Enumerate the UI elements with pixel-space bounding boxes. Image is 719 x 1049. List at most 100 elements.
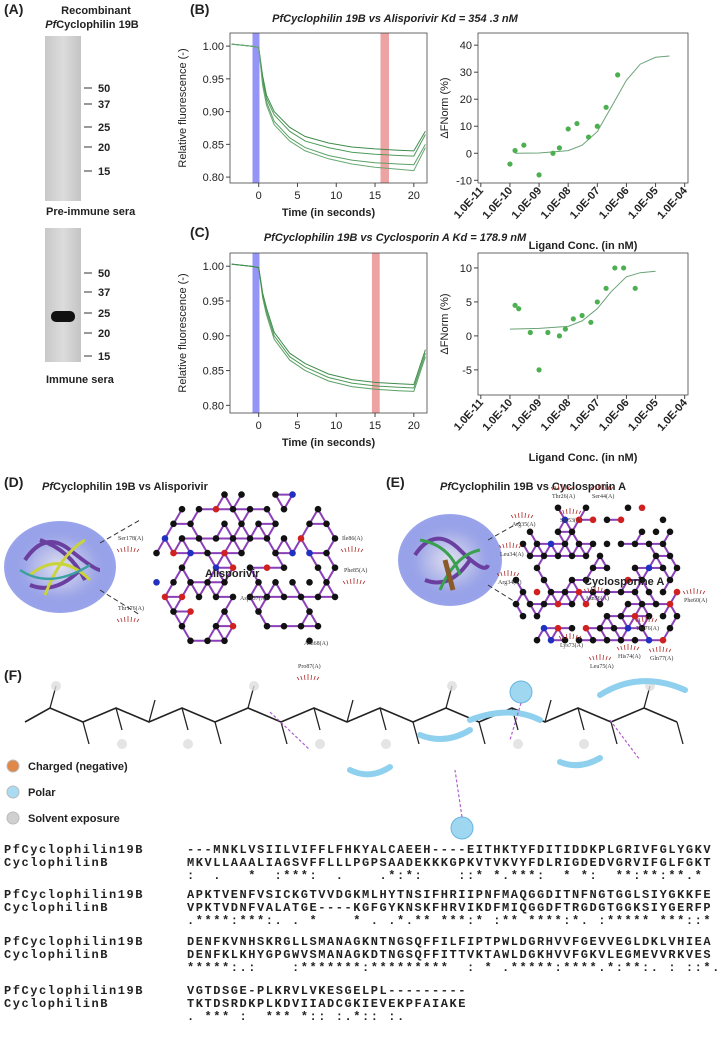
atom bbox=[280, 535, 288, 542]
contact-mark bbox=[570, 486, 574, 491]
contact-mark bbox=[530, 514, 534, 519]
contact-mark bbox=[648, 648, 652, 653]
contact-mark bbox=[636, 646, 640, 651]
x-tick-label: 1.0E-07 bbox=[568, 185, 603, 222]
conservation: : . * :***: . .*:*: ::* *.***: * *: **:*… bbox=[187, 869, 703, 883]
atom bbox=[617, 540, 625, 548]
atom bbox=[638, 600, 646, 608]
atom bbox=[280, 505, 288, 513]
atom bbox=[178, 593, 186, 601]
contact-mark bbox=[567, 485, 570, 491]
atom bbox=[561, 588, 569, 596]
atom bbox=[652, 528, 660, 536]
atom bbox=[187, 520, 194, 528]
panel-label: (A) bbox=[4, 1, 23, 17]
contact-mark bbox=[634, 618, 638, 623]
atom bbox=[603, 564, 611, 572]
atom bbox=[547, 540, 555, 548]
atom bbox=[617, 516, 625, 524]
y-tick-label: -5 bbox=[462, 365, 472, 377]
contact-mark bbox=[133, 547, 136, 553]
residue-label: Phe85(A) bbox=[344, 567, 367, 574]
atom bbox=[221, 637, 228, 645]
contact-mark bbox=[304, 674, 306, 681]
contact-mark bbox=[648, 616, 650, 623]
h-bond bbox=[269, 702, 641, 818]
contact-mark bbox=[359, 579, 362, 585]
contact-mark bbox=[642, 616, 644, 623]
atom bbox=[638, 576, 646, 584]
zoom-line bbox=[487, 521, 521, 541]
contact-mark bbox=[633, 645, 636, 651]
blot bbox=[45, 228, 81, 362]
atom bbox=[229, 535, 237, 542]
contact-mark bbox=[500, 571, 503, 577]
atom bbox=[638, 528, 646, 536]
contact-mark bbox=[316, 676, 320, 681]
contact-mark bbox=[342, 580, 346, 585]
highlight-band bbox=[371, 253, 380, 413]
x-tick-label: 5 bbox=[294, 420, 300, 432]
legend-swatch bbox=[6, 785, 20, 799]
atom bbox=[568, 624, 576, 632]
atom bbox=[540, 576, 548, 584]
polar-contour bbox=[417, 727, 473, 742]
atom bbox=[153, 579, 160, 586]
ligplot bbox=[153, 491, 339, 645]
atom bbox=[631, 612, 639, 620]
contact-mark bbox=[300, 675, 303, 681]
residue-label: His74(A) bbox=[618, 653, 641, 660]
contact-mark bbox=[665, 647, 668, 653]
x-tick-label: 1.0E-09 bbox=[510, 397, 545, 434]
contact-mark bbox=[518, 512, 520, 519]
atom bbox=[280, 593, 288, 601]
data-point bbox=[556, 145, 563, 151]
contact-mark bbox=[575, 509, 578, 515]
x-tick-label: 1.0E-08 bbox=[539, 397, 574, 434]
sequence-name: CyclophilinB bbox=[4, 948, 109, 962]
y-tick-label: 0.90 bbox=[203, 107, 224, 119]
atom bbox=[272, 520, 279, 528]
contact-mark bbox=[608, 656, 612, 661]
contact-mark bbox=[360, 548, 364, 553]
contact-mark bbox=[502, 543, 505, 549]
atom bbox=[204, 549, 211, 557]
atom bbox=[561, 540, 569, 548]
atom bbox=[289, 579, 296, 586]
residue-label: Ile86(A) bbox=[342, 535, 363, 542]
atom bbox=[554, 624, 562, 632]
atom bbox=[519, 540, 527, 548]
atom bbox=[540, 624, 548, 632]
marker-label: 37 bbox=[98, 99, 110, 111]
sequence: VPKTVDNFVALATGE----KGFGYKNSKFHRVIKDFMIQG… bbox=[187, 901, 712, 915]
highlight-band bbox=[252, 253, 260, 413]
polar-contour bbox=[347, 764, 393, 778]
contact-mark bbox=[620, 645, 623, 651]
y-tick-label: 10 bbox=[460, 121, 472, 133]
sequence: VGTDSGE-PLKRVLVKESGELPL--------- bbox=[187, 984, 467, 998]
atom bbox=[204, 637, 211, 645]
atom bbox=[610, 624, 618, 632]
prefix: Pf bbox=[45, 19, 57, 31]
atom bbox=[659, 636, 667, 644]
contact-mark bbox=[513, 571, 516, 577]
data-point bbox=[507, 161, 513, 167]
contact-mark bbox=[604, 484, 606, 491]
panel-label: (B) bbox=[190, 1, 209, 17]
atom bbox=[255, 579, 262, 586]
residue-label: Gln77(A) bbox=[650, 655, 673, 662]
atom bbox=[153, 549, 160, 557]
polar-contour bbox=[467, 709, 543, 723]
atom bbox=[306, 549, 313, 557]
plot-frame bbox=[229, 32, 428, 184]
atom bbox=[246, 535, 254, 542]
x-tick-label: 1.0E-07 bbox=[568, 397, 603, 434]
contact-mark bbox=[699, 589, 702, 595]
atom bbox=[331, 593, 339, 601]
contact-mark bbox=[572, 508, 574, 515]
contact-mark bbox=[602, 654, 604, 661]
x-tick-label: 1.0E-05 bbox=[626, 397, 661, 434]
polar-contour bbox=[597, 678, 688, 698]
sequence-name: PfCyclophilin19B bbox=[4, 888, 144, 902]
atom bbox=[603, 540, 611, 548]
